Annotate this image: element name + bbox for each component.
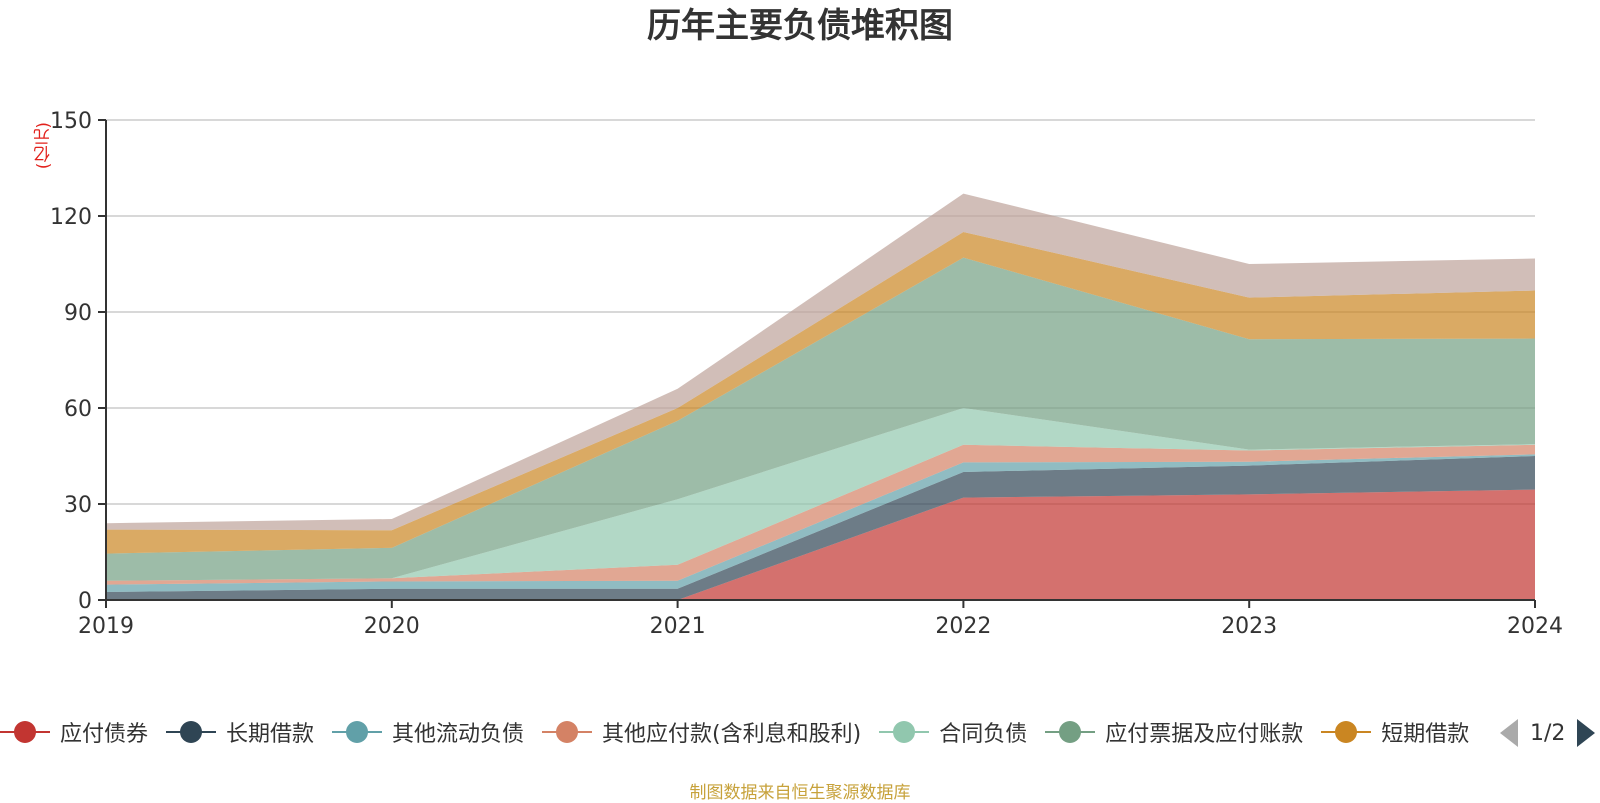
y-tick-label: 120 (50, 205, 92, 230)
x-tick-label: 2022 (935, 614, 991, 639)
x-tick-label: 2023 (1221, 614, 1277, 639)
stacked-area-chart: 0 30 60 90 120 150 2019 2020 2021 2022 2023 2024 (50, 109, 1563, 639)
pager-next-icon[interactable] (1577, 719, 1596, 747)
legend-label: 其他流动负债 (392, 722, 525, 747)
y-tick-label: 30 (64, 493, 92, 518)
legend-item[interactable]: 长期借款 (166, 716, 314, 748)
legend-label: 其他应付款(含利息和股利) (602, 722, 862, 747)
data-source-note: 制图数据来自恒生聚源数据库 (689, 783, 911, 803)
legend-item[interactable]: 应付债券 (0, 716, 148, 748)
legend-row: 应付债券 长期借款 其他流动负债 其他应付款(含利息和股利) 合同负债 应付票据及应付账款… (0, 710, 1490, 754)
legend-label: 长期借款 (226, 722, 315, 747)
y-tick-label: 0 (78, 589, 92, 614)
legend-pager: 1/2 (1500, 718, 1596, 748)
x-tick-label: 2021 (650, 614, 706, 639)
area-series-4 (106, 408, 1535, 581)
legend-item[interactable]: 其他应付款(含利息和股利) (542, 716, 861, 748)
legend-item[interactable]: 合同负债 (879, 716, 1027, 748)
y-tick-label: 60 (64, 397, 92, 422)
pager-text: 1/2 (1530, 720, 1566, 746)
legend-marker-icon (879, 719, 930, 745)
legend-label: 短期借款 (1381, 722, 1470, 747)
pager-prev-icon[interactable] (1500, 719, 1518, 747)
area-series-7 (106, 193, 1535, 531)
legend-marker-icon (542, 719, 593, 745)
area-series-3 (106, 444, 1535, 585)
legend: 应付债券 长期借款 其他流动负债 其他应付款(含利息和股利) 合同负债 应付票据及应付账款… (0, 710, 1490, 754)
legend-label: 应付债券 (60, 722, 149, 747)
chart-title: 历年主要负债堆积图 (647, 6, 953, 46)
area-series-0 (106, 489, 1535, 600)
legend-item[interactable]: 短期借款 (1321, 716, 1469, 748)
legend-item[interactable]: 其他流动负债 (332, 716, 524, 748)
area-series-6 (106, 232, 1535, 554)
area-series-1 (106, 456, 1535, 600)
legend-marker-icon (0, 719, 50, 745)
legend-marker-icon (1045, 719, 1096, 745)
legend-label: 合同负债 (939, 722, 1028, 747)
y-tick-label: 90 (64, 301, 92, 326)
area-series-2 (106, 454, 1535, 592)
legend-label: 应付票据及应付账款 (1105, 722, 1304, 747)
legend-item[interactable]: 应付票据及应付账款 (1045, 716, 1303, 748)
y-tick-label: 150 (50, 109, 92, 134)
legend-marker-icon (166, 719, 217, 745)
x-tick-label: 2019 (78, 614, 134, 639)
x-tick-label: 2020 (364, 614, 420, 639)
legend-marker-icon (332, 719, 383, 745)
area-series-5 (106, 257, 1535, 581)
x-tick-label: 2024 (1507, 614, 1563, 639)
legend-marker-icon (1321, 719, 1372, 745)
